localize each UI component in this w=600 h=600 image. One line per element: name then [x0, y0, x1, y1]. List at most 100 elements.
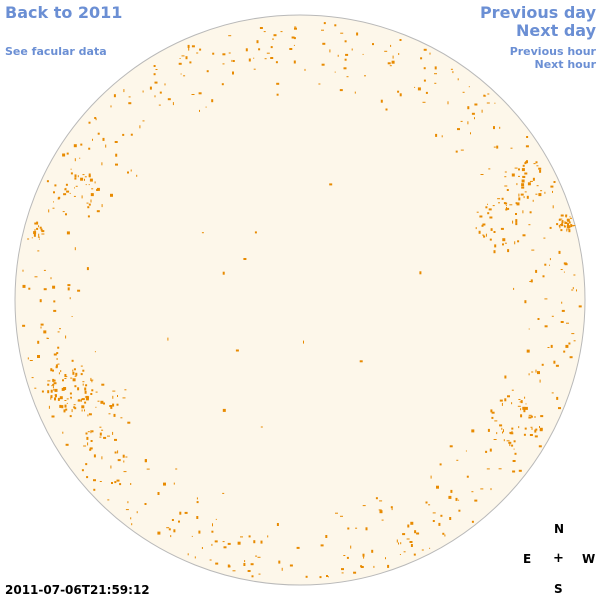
facular-point: [511, 173, 515, 177]
facular-point: [37, 340, 40, 344]
facular-point: [39, 226, 42, 229]
facular-point: [397, 90, 400, 93]
facular-point: [31, 377, 34, 379]
facular-point: [50, 396, 52, 400]
facular-point: [537, 371, 540, 375]
facular-point: [191, 94, 195, 95]
facular-point: [139, 125, 141, 129]
facular-point: [523, 433, 526, 436]
facular-point: [560, 269, 563, 270]
facular-point: [379, 500, 383, 502]
facular-point: [264, 58, 267, 60]
facular-point: [113, 94, 116, 98]
facular-point: [164, 83, 166, 86]
compass-south-label: S: [554, 582, 563, 596]
facular-point: [544, 263, 547, 266]
facular-point: [321, 63, 325, 66]
facular-point: [157, 531, 161, 535]
facular-point: [450, 489, 453, 493]
facular-point: [88, 121, 91, 124]
facular-point: [325, 535, 328, 538]
facular-point: [181, 55, 185, 57]
facular-point: [541, 363, 544, 366]
facular-point: [259, 27, 263, 29]
facular-point: [179, 58, 181, 59]
facular-point: [565, 214, 568, 217]
facular-point: [566, 228, 568, 232]
facular-point: [573, 340, 576, 342]
facular-point: [362, 53, 364, 55]
facular-point: [123, 89, 125, 93]
facular-point: [494, 244, 497, 248]
facular-point: [337, 54, 339, 57]
facular-point: [516, 183, 518, 186]
facular-point: [460, 149, 464, 151]
facular-point: [558, 218, 561, 221]
facular-point: [188, 49, 190, 51]
facular-point: [84, 409, 85, 412]
facular-point: [75, 372, 78, 376]
facular-point: [442, 532, 445, 535]
facular-point: [102, 137, 105, 141]
next-day-link[interactable]: Next day: [516, 21, 596, 40]
facular-point: [389, 65, 392, 67]
facular-point: [188, 46, 190, 50]
facular-point: [257, 556, 261, 558]
facular-point: [528, 328, 530, 330]
facular-point: [77, 289, 81, 292]
facular-point: [34, 222, 37, 225]
facular-point: [116, 479, 120, 482]
facular-point: [87, 442, 89, 446]
facular-point: [232, 60, 235, 62]
previous-hour-link[interactable]: Previous hour: [509, 45, 596, 58]
back-to-year-link[interactable]: Back to 2011: [5, 3, 123, 22]
facular-point: [245, 48, 248, 52]
facular-point: [479, 215, 483, 218]
facular-point: [53, 191, 55, 194]
facular-point: [439, 463, 442, 466]
facular-point: [120, 417, 123, 419]
facular-point: [524, 406, 528, 410]
facular-point: [559, 218, 563, 220]
facular-point: [509, 443, 511, 447]
facular-point: [396, 539, 398, 543]
facular-point: [36, 221, 39, 225]
facular-point: [232, 71, 234, 75]
facular-point: [481, 109, 483, 113]
facular-point: [56, 358, 58, 360]
facular-point: [569, 356, 573, 359]
facular-point: [90, 199, 92, 203]
facular-point: [33, 233, 36, 237]
facular-point: [441, 135, 443, 138]
facular-point: [504, 398, 507, 402]
facular-point: [74, 375, 77, 377]
facular-point: [84, 176, 87, 178]
facular-point: [490, 488, 492, 491]
facular-point: [270, 46, 273, 49]
facular-point: [266, 52, 270, 54]
next-hour-link[interactable]: Next hour: [534, 58, 597, 71]
facular-point: [467, 121, 469, 125]
facular-point: [40, 228, 43, 231]
facular-point: [199, 109, 200, 112]
facular-point: [511, 389, 514, 391]
facular-point: [501, 402, 503, 406]
facular-point: [493, 126, 495, 130]
facular-point: [474, 103, 478, 106]
facular-point: [522, 164, 525, 167]
previous-day-link[interactable]: Previous day: [479, 3, 596, 22]
facular-point: [493, 146, 496, 148]
facular-point: [515, 213, 517, 215]
facular-point: [22, 324, 26, 327]
facular-point: [201, 547, 203, 549]
facular-point: [79, 157, 81, 159]
facular-point: [524, 396, 526, 399]
facular-point: [492, 205, 495, 207]
facular-point: [409, 541, 413, 543]
facular-point: [179, 511, 182, 515]
see-facular-data-link[interactable]: See facular data: [5, 45, 107, 58]
facular-point: [448, 495, 452, 499]
facular-point: [82, 174, 85, 176]
facular-point: [94, 351, 96, 353]
facular-point: [136, 511, 138, 514]
